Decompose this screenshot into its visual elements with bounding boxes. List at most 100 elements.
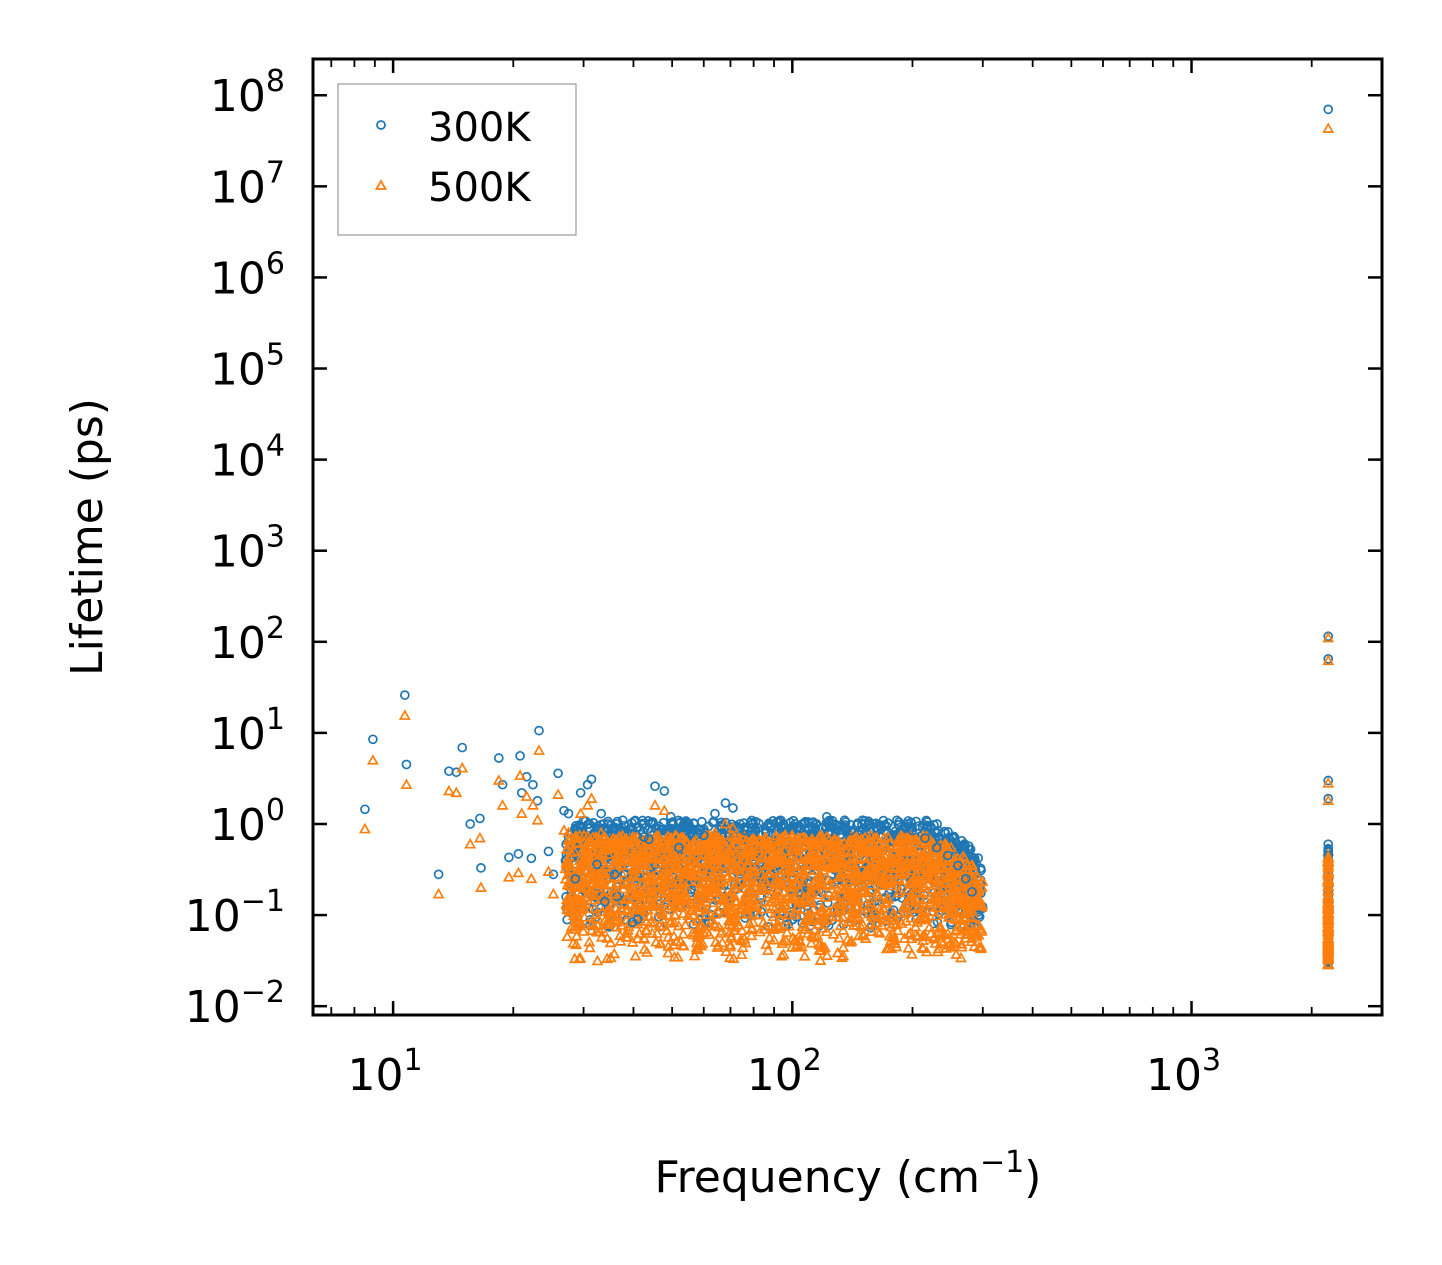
band-point-300k xyxy=(947,832,958,843)
band-point-500k xyxy=(733,903,746,915)
band-point-500k xyxy=(869,916,882,928)
band-point-500k xyxy=(953,888,965,899)
legend-box xyxy=(337,83,577,236)
band-point-500k xyxy=(784,880,797,892)
data-point-500k xyxy=(496,799,509,810)
data-point-500k xyxy=(562,826,575,838)
data-point-500k xyxy=(697,849,710,860)
band-point-500k xyxy=(871,886,884,897)
band-point-500k xyxy=(692,888,705,899)
y-tick-label: 100 xyxy=(210,793,285,851)
band-point-500k xyxy=(830,845,843,857)
band-point-500k xyxy=(671,898,684,909)
band-point-500k xyxy=(704,881,717,893)
data-point-300k xyxy=(907,825,918,836)
band-point-500k xyxy=(797,865,810,876)
x-tick-label: 103 xyxy=(1146,1043,1221,1101)
data-point-500k xyxy=(638,850,650,861)
band-point-500k xyxy=(814,867,827,879)
band-point-500k xyxy=(911,916,924,927)
data-point-500k xyxy=(1322,794,1335,806)
column-point-500k xyxy=(1322,958,1335,970)
band-point-500k xyxy=(811,870,824,882)
band-point-300k xyxy=(840,817,851,827)
band-point-500k xyxy=(786,931,799,943)
band-point-500k xyxy=(646,844,659,856)
band-point-500k xyxy=(911,930,924,942)
data-point-500k xyxy=(547,887,560,899)
data-point-500k xyxy=(598,914,611,926)
band-point-500k xyxy=(947,904,960,915)
band-point-500k xyxy=(634,869,647,880)
band-point-500k xyxy=(931,945,944,957)
band-point-500k xyxy=(798,891,811,903)
band-point-500k xyxy=(806,911,819,923)
band-point-500k xyxy=(583,941,596,953)
band-point-500k xyxy=(900,915,912,926)
data-point-500k xyxy=(672,861,685,873)
data-point-500k xyxy=(682,841,695,852)
band-point-500k xyxy=(776,902,789,913)
data-point-300k xyxy=(920,833,930,843)
band-point-500k xyxy=(575,886,588,898)
band-point-500k xyxy=(656,887,668,898)
band-point-500k xyxy=(958,923,971,935)
band-point-500k xyxy=(767,884,780,895)
band-point-500k xyxy=(919,870,932,882)
band-point-500k xyxy=(842,915,855,927)
data-point-500k xyxy=(794,841,807,852)
band-point-500k xyxy=(763,867,776,878)
band-point-500k xyxy=(574,952,587,963)
band-point-300k xyxy=(821,817,832,828)
band-point-500k xyxy=(692,904,705,916)
band-point-500k xyxy=(876,876,889,887)
band-point-500k xyxy=(701,841,714,852)
band-point-500k xyxy=(719,842,732,853)
band-point-500k xyxy=(898,907,910,918)
band-point-500k xyxy=(931,843,944,854)
band-point-500k xyxy=(892,833,905,845)
band-point-500k xyxy=(950,923,963,935)
band-point-500k xyxy=(846,836,859,848)
band-point-500k xyxy=(608,947,621,959)
band-point-500k xyxy=(583,870,595,882)
data-point-500k xyxy=(552,788,565,799)
data-point-300k xyxy=(868,819,879,829)
band-point-500k xyxy=(975,899,987,910)
band-point-500k xyxy=(791,872,804,883)
band-point-500k xyxy=(940,942,953,953)
band-point-500k xyxy=(776,937,789,948)
band-point-500k xyxy=(650,867,663,879)
band-point-500k xyxy=(758,850,770,862)
band-point-500k xyxy=(624,898,637,909)
band-point-500k xyxy=(647,872,660,883)
band-point-500k xyxy=(884,934,897,946)
band-point-500k xyxy=(909,929,922,940)
band-point-500k xyxy=(802,910,814,921)
data-point-300k xyxy=(643,834,654,845)
band-point-500k xyxy=(816,939,829,951)
band-point-500k xyxy=(575,900,588,911)
band-point-500k xyxy=(943,907,956,918)
band-point-500k xyxy=(700,902,713,914)
band-point-500k xyxy=(643,843,656,854)
band-point-500k xyxy=(899,897,912,909)
band-point-500k xyxy=(846,851,859,863)
band-point-500k xyxy=(882,893,895,904)
band-point-500k xyxy=(857,892,870,904)
band-point-500k xyxy=(570,938,583,950)
band-point-500k xyxy=(572,873,585,884)
band-point-500k xyxy=(609,853,622,865)
band-point-500k xyxy=(697,926,710,937)
band-point-500k xyxy=(845,830,858,841)
band-point-500k xyxy=(634,905,647,916)
data-point-500k xyxy=(856,834,869,845)
band-point-500k xyxy=(646,927,659,938)
band-point-300k xyxy=(598,819,609,829)
band-point-500k xyxy=(688,848,701,860)
band-point-500k xyxy=(888,937,901,948)
band-point-500k xyxy=(734,869,747,880)
band-point-500k xyxy=(742,893,754,904)
band-point-500k xyxy=(616,904,629,916)
band-point-500k xyxy=(563,834,576,845)
